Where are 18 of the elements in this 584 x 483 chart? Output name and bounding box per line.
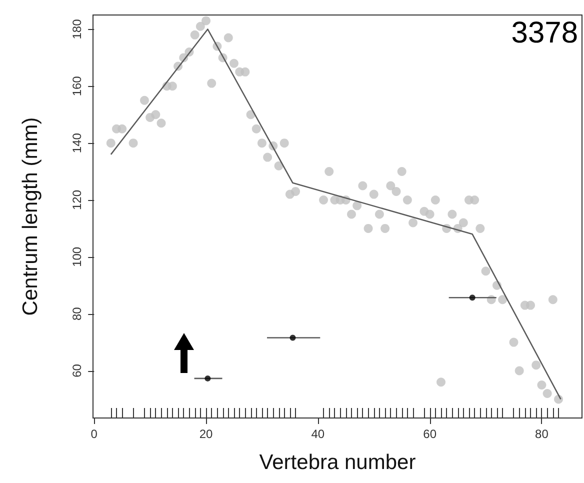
x-tick-label: 80: [535, 427, 549, 441]
x-tick-label: 0: [90, 427, 98, 441]
y-tick-label: 60: [70, 364, 84, 378]
y-tick-label: 140: [70, 132, 84, 154]
y-tick-label: 80: [70, 306, 84, 321]
y-tick-label: 160: [70, 76, 84, 96]
x-tick-label: 40: [311, 427, 325, 441]
x-tick-label: 20: [199, 427, 214, 441]
y-tick-label: 100: [70, 246, 84, 267]
y-axis-title: Centrum length (mm): [19, 117, 42, 316]
annotation: 3378: [511, 16, 578, 50]
point: [204, 375, 211, 382]
y-tick-label: 180: [70, 18, 84, 40]
point: [469, 294, 476, 301]
x-tick-label: 60: [423, 427, 437, 441]
y-tick-label: 120: [70, 190, 84, 210]
x-axis-title: Vertebra number: [259, 451, 416, 474]
point: [290, 334, 296, 341]
